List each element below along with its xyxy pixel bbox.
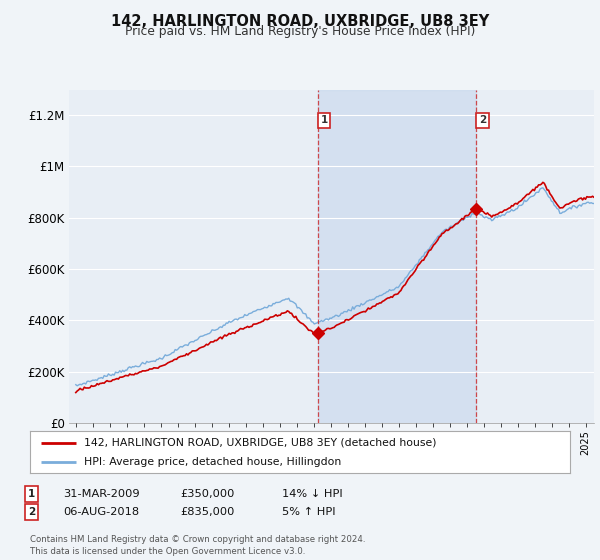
Text: 1: 1 <box>28 489 35 499</box>
Text: Contains HM Land Registry data © Crown copyright and database right 2024.
This d: Contains HM Land Registry data © Crown c… <box>30 535 365 556</box>
Text: 142, HARLINGTON ROAD, UXBRIDGE, UB8 3EY: 142, HARLINGTON ROAD, UXBRIDGE, UB8 3EY <box>111 14 489 29</box>
Text: Price paid vs. HM Land Registry's House Price Index (HPI): Price paid vs. HM Land Registry's House … <box>125 25 475 38</box>
Text: 2: 2 <box>28 507 35 517</box>
Text: 31-MAR-2009: 31-MAR-2009 <box>63 489 140 499</box>
Text: £350,000: £350,000 <box>180 489 235 499</box>
Text: 142, HARLINGTON ROAD, UXBRIDGE, UB8 3EY (detached house): 142, HARLINGTON ROAD, UXBRIDGE, UB8 3EY … <box>84 438 437 448</box>
Text: 06-AUG-2018: 06-AUG-2018 <box>63 507 139 517</box>
Text: £835,000: £835,000 <box>180 507 235 517</box>
Text: 1: 1 <box>320 115 328 125</box>
Text: 2: 2 <box>479 115 486 125</box>
Text: 14% ↓ HPI: 14% ↓ HPI <box>282 489 343 499</box>
Text: HPI: Average price, detached house, Hillingdon: HPI: Average price, detached house, Hill… <box>84 458 341 467</box>
Text: 5% ↑ HPI: 5% ↑ HPI <box>282 507 335 517</box>
Bar <box>318 90 476 423</box>
